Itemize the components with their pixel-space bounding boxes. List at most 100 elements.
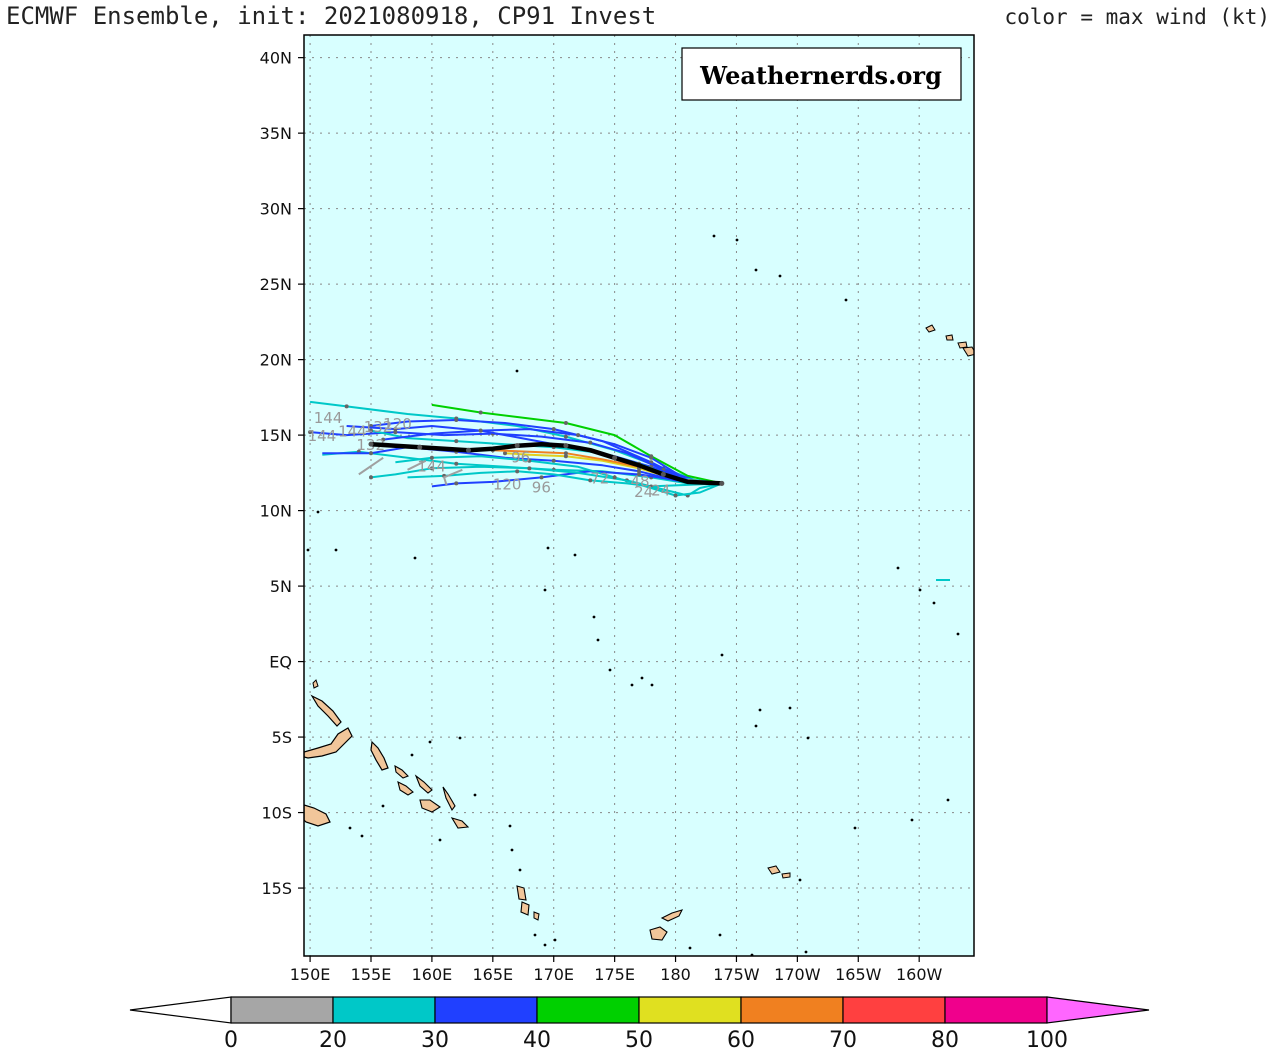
- atoll: [650, 683, 654, 687]
- track-marker: [369, 475, 373, 480]
- atoll: [718, 933, 722, 937]
- mean-track-marker: [660, 471, 666, 477]
- viti-levu-island: [649, 926, 668, 941]
- atoll: [804, 950, 808, 954]
- choiseul-island: [394, 764, 409, 779]
- track-marker: [393, 427, 398, 432]
- atoll: [510, 848, 514, 852]
- atoll: [381, 804, 385, 808]
- colorbar-label: 80: [931, 1028, 959, 1053]
- weak-track-segment: [358, 456, 384, 476]
- lead-time-label: 132: [364, 418, 393, 436]
- track-marker: [563, 451, 568, 456]
- mean-track-marker: [465, 447, 471, 453]
- atoll: [334, 548, 338, 552]
- lead-time-label: 144: [308, 427, 337, 445]
- atoll: [553, 938, 557, 942]
- atoll: [360, 834, 364, 838]
- lat-tick-label: 25N: [260, 275, 292, 294]
- track-marker: [637, 472, 641, 477]
- lat-tick-label: EQ: [269, 653, 292, 672]
- track-marker: [381, 437, 386, 442]
- atoll: [853, 826, 857, 830]
- atoll: [735, 238, 739, 242]
- lead-time-label: 120: [383, 415, 412, 433]
- track-marker: [503, 451, 507, 456]
- lead-time-label: 144: [314, 409, 343, 427]
- maui-island: [957, 341, 968, 349]
- lat-tick-label: 35N: [260, 124, 292, 143]
- lat-tick-label: 15N: [260, 426, 292, 445]
- colorbar-label: 60: [727, 1028, 755, 1053]
- track-marker: [515, 469, 520, 474]
- track-marker: [563, 434, 568, 439]
- oahu-island: [945, 334, 954, 341]
- manus-island: [312, 679, 319, 689]
- track-marker: [649, 455, 654, 460]
- ensemble-member-track: [431, 403, 723, 485]
- track-marker: [344, 404, 349, 409]
- atoll: [630, 683, 634, 687]
- track-marker: [454, 461, 459, 466]
- atoll: [428, 740, 432, 744]
- new-ireland-island: [310, 694, 342, 727]
- lon-tick-label: 165E: [472, 965, 513, 984]
- atoll: [348, 826, 352, 830]
- atoll: [688, 946, 692, 950]
- atoll: [798, 878, 802, 882]
- kauai-island: [925, 324, 936, 333]
- lead-time-labels: 144144144132132120144120969672482424: [308, 409, 671, 501]
- lead-time-label: 24: [634, 483, 653, 501]
- atoll: [458, 736, 462, 740]
- lon-tick-label: 160E: [412, 965, 453, 984]
- atoll: [720, 653, 724, 657]
- weak-track-segment: [442, 468, 463, 486]
- efate-island: [533, 911, 540, 921]
- track-marker: [308, 430, 313, 435]
- atoll: [806, 736, 810, 740]
- lon-tick-label: 150E: [290, 965, 331, 984]
- atoll: [946, 798, 950, 802]
- mean-track-marker: [612, 455, 618, 461]
- track-marker: [454, 481, 459, 486]
- atoll: [438, 838, 442, 842]
- atoll: [518, 868, 522, 872]
- new-britain-island: [304, 727, 353, 759]
- track-marker: [369, 451, 373, 456]
- colorbar-under-arrow: [129, 996, 232, 1024]
- atoll: [932, 601, 936, 605]
- mean-track-marker: [719, 480, 725, 486]
- lead-time-label: 72: [590, 469, 609, 487]
- colorbar-label: 30: [421, 1028, 449, 1053]
- malakula-island: [520, 901, 530, 916]
- colorbar-segment: [434, 996, 538, 1024]
- ensemble-member-track: [395, 455, 723, 497]
- graticule: [304, 35, 974, 956]
- colorbar-segment: [536, 996, 640, 1024]
- mean-track-marker: [368, 441, 374, 447]
- colorbar-segment: [842, 996, 946, 1024]
- ensemble-mean-track: [368, 441, 725, 486]
- lon-tick-label: 165W: [835, 965, 882, 984]
- lat-tick-label: 10S: [261, 804, 292, 823]
- lat-tick-label: 5N: [270, 577, 292, 596]
- atoll: [778, 274, 782, 278]
- atoll: [918, 588, 922, 592]
- colorbar: 0 20 30 40 50 60 70 80 100: [129, 996, 1150, 1053]
- ensemble-member-track: [407, 470, 722, 488]
- malaita-island: [442, 786, 456, 812]
- lon-tick-label: 175W: [713, 965, 760, 984]
- lead-time-label: 48: [630, 472, 649, 490]
- savaii-island: [767, 865, 781, 875]
- lat-tick-label: 40N: [260, 49, 292, 68]
- color-legend-note: color = max wind (kt): [1004, 5, 1270, 29]
- track-marker: [478, 428, 483, 433]
- makira-island: [450, 817, 470, 829]
- ocean-background: [304, 35, 974, 956]
- santa-isabel-island: [414, 774, 433, 794]
- track-marker: [612, 475, 617, 480]
- atoll: [608, 668, 612, 672]
- track-marker: [454, 418, 459, 423]
- watermark-box: Weathernerds.org: [681, 47, 962, 101]
- track-marker: [429, 466, 434, 471]
